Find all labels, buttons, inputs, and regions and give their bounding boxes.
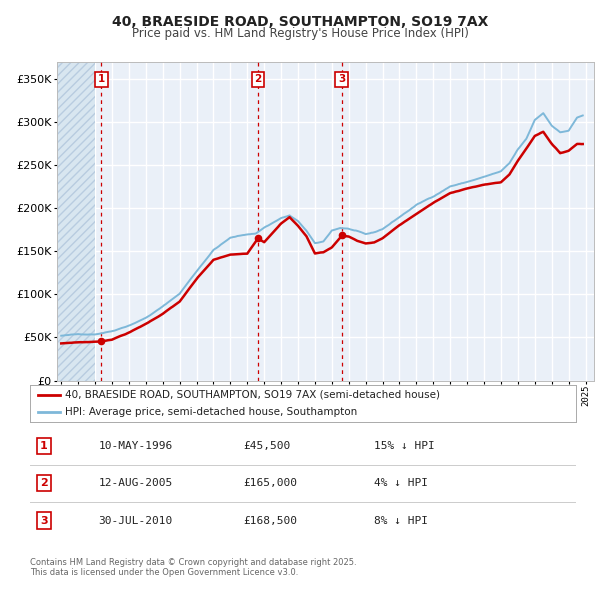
Text: £168,500: £168,500: [243, 516, 297, 526]
Text: 40, BRAESIDE ROAD, SOUTHAMPTON, SO19 7AX (semi-detached house): 40, BRAESIDE ROAD, SOUTHAMPTON, SO19 7AX…: [65, 390, 440, 400]
Text: Contains HM Land Registry data © Crown copyright and database right 2025.: Contains HM Land Registry data © Crown c…: [30, 558, 356, 566]
Bar: [57, 62, 95, 381]
Text: 30-JUL-2010: 30-JUL-2010: [98, 516, 173, 526]
Text: 15% ↓ HPI: 15% ↓ HPI: [374, 441, 435, 451]
Text: 4% ↓ HPI: 4% ↓ HPI: [374, 478, 428, 488]
Text: 2: 2: [40, 478, 47, 488]
Text: This data is licensed under the Open Government Licence v3.0.: This data is licensed under the Open Gov…: [30, 568, 298, 576]
Text: 12-AUG-2005: 12-AUG-2005: [98, 478, 173, 488]
Text: 8% ↓ HPI: 8% ↓ HPI: [374, 516, 428, 526]
Text: 1: 1: [98, 74, 105, 84]
Text: 1: 1: [40, 441, 47, 451]
Text: HPI: Average price, semi-detached house, Southampton: HPI: Average price, semi-detached house,…: [65, 407, 358, 417]
Text: 3: 3: [338, 74, 345, 84]
Text: 40, BRAESIDE ROAD, SOUTHAMPTON, SO19 7AX: 40, BRAESIDE ROAD, SOUTHAMPTON, SO19 7AX: [112, 15, 488, 29]
Text: 3: 3: [40, 516, 47, 526]
Text: £165,000: £165,000: [243, 478, 297, 488]
Text: £45,500: £45,500: [243, 441, 290, 451]
Text: 2: 2: [254, 74, 262, 84]
Text: 10-MAY-1996: 10-MAY-1996: [98, 441, 173, 451]
Text: Price paid vs. HM Land Registry's House Price Index (HPI): Price paid vs. HM Land Registry's House …: [131, 27, 469, 40]
